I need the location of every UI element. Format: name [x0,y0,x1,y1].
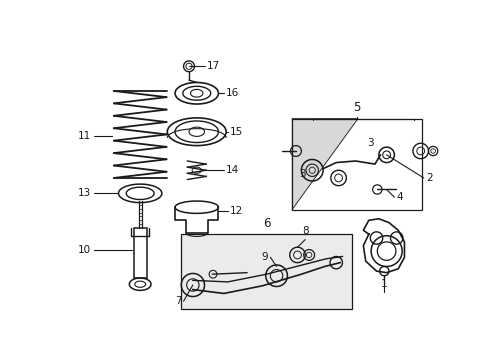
Text: 2: 2 [425,173,432,183]
Text: 8: 8 [301,226,308,237]
Bar [181,234,351,309]
Text: 6: 6 [262,217,270,230]
Text: 16: 16 [226,88,239,98]
Text: 13: 13 [78,188,91,198]
Text: 15: 15 [230,127,243,137]
Text: 10: 10 [78,244,91,255]
Text: 7: 7 [174,296,181,306]
Text: 5: 5 [353,101,360,114]
Text: 9: 9 [261,252,267,262]
Text: 17: 17 [206,61,220,71]
Bar [291,119,422,210]
Text: 12: 12 [230,206,243,216]
Text: 1: 1 [380,279,387,289]
Text: 11: 11 [78,131,91,141]
Text: 3: 3 [299,169,305,179]
Polygon shape [291,119,357,210]
Bar [181,234,351,309]
Text: 3: 3 [366,138,373,148]
Text: 14: 14 [226,165,239,175]
Bar [133,228,146,278]
Text: 4: 4 [396,192,403,202]
